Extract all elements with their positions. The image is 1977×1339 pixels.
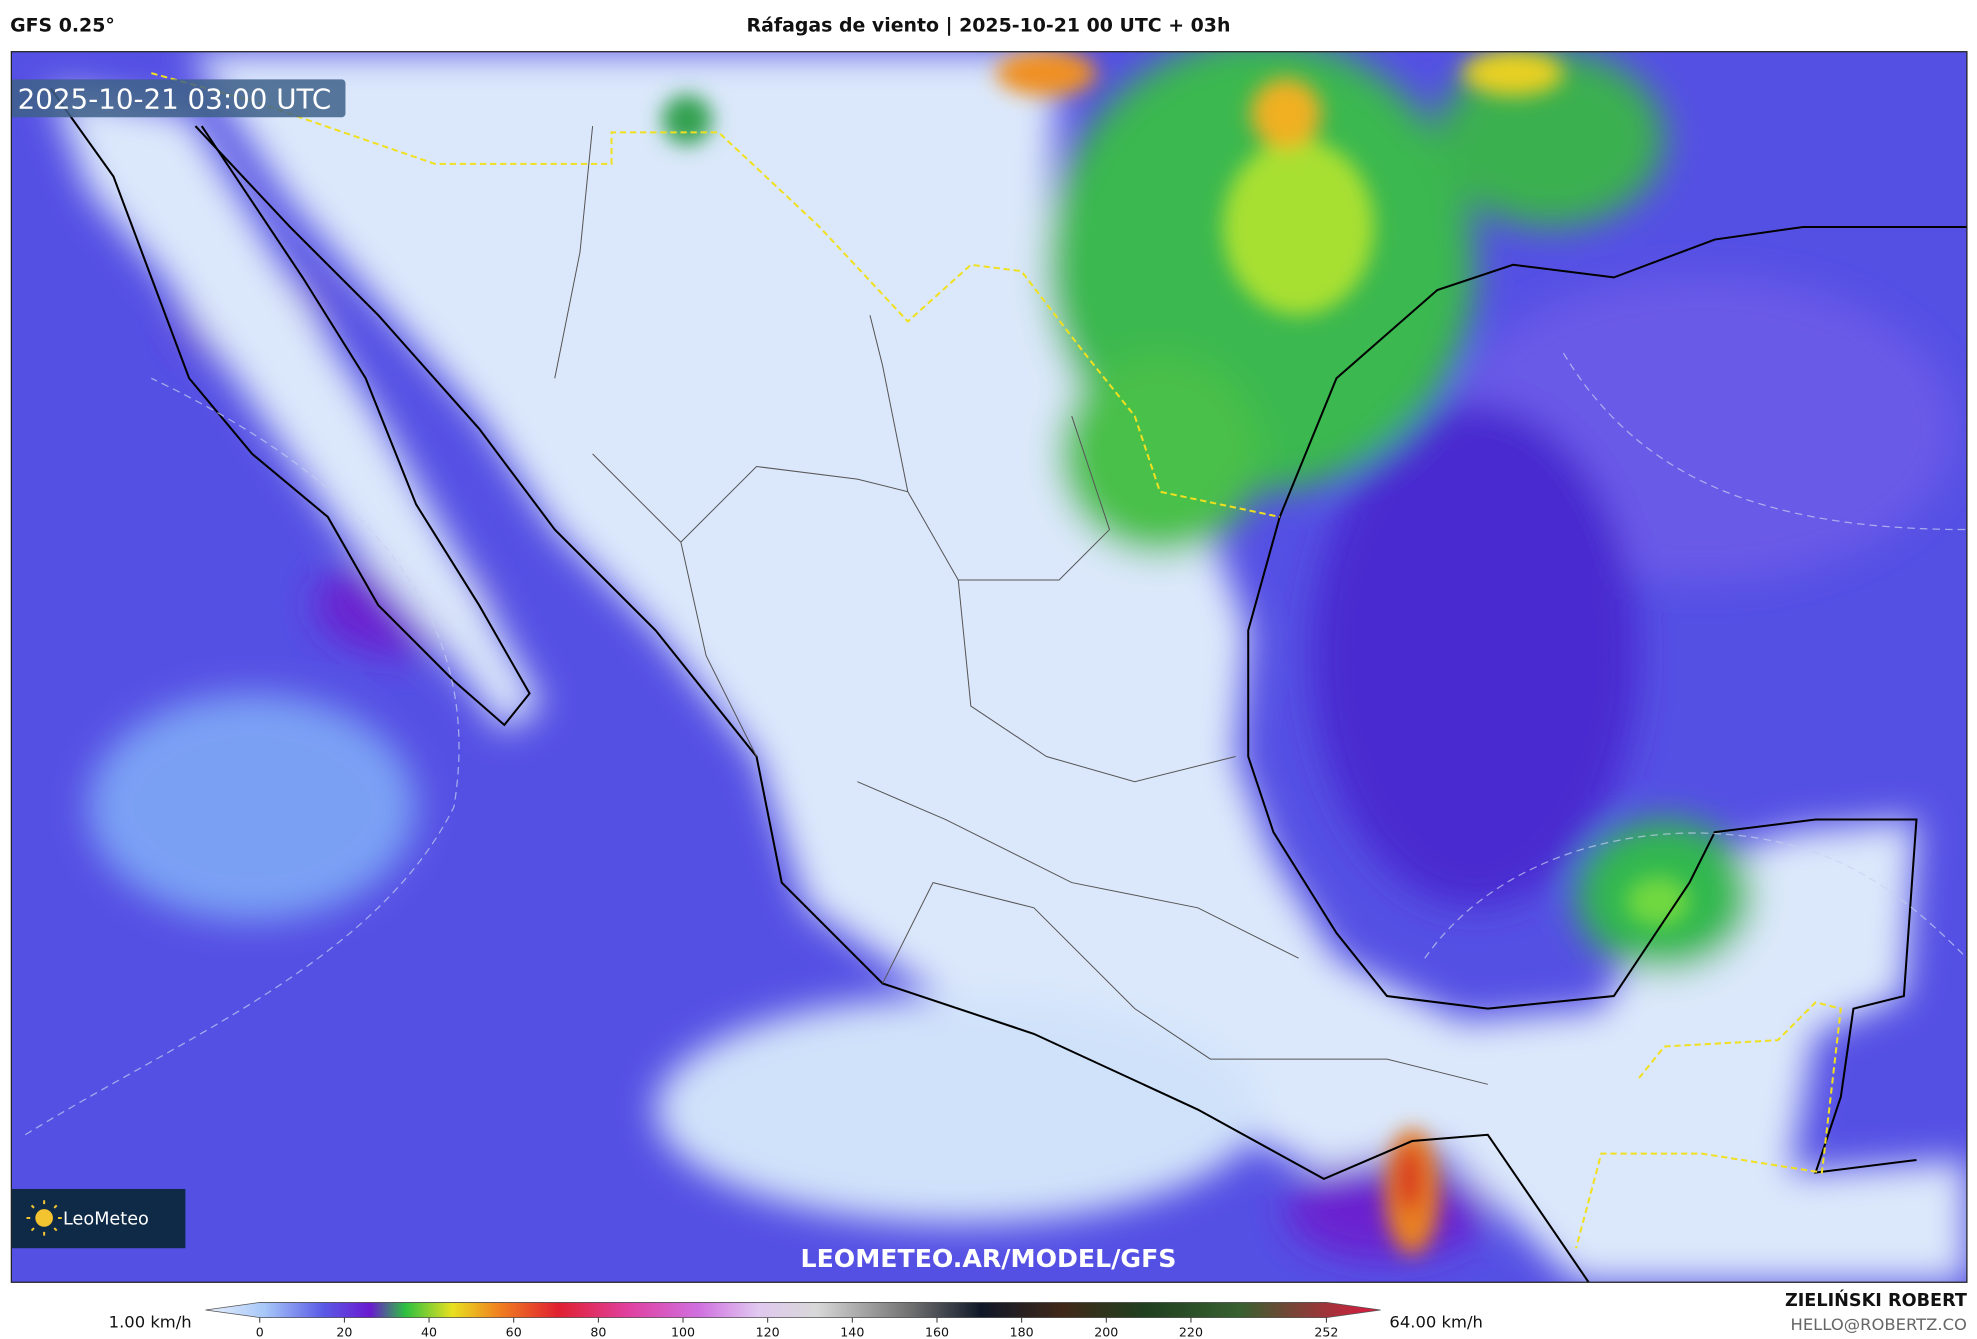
colorbar-tick-label: 20 (336, 1324, 352, 1339)
gust-area (1626, 876, 1690, 927)
colorbar-tick-label: 220 (1179, 1324, 1203, 1339)
gust-field (50, 51, 1967, 1283)
colorbar-tick-label: 140 (840, 1324, 864, 1339)
gust-area (1397, 1146, 1423, 1212)
colorbar-tick-label: 180 (1010, 1324, 1034, 1339)
source-url: LEOMETEO.AR/MODEL/GFS (801, 1244, 1177, 1273)
colorbar-tick-label: 60 (506, 1324, 522, 1339)
coastline (49, 87, 531, 727)
colorbar-max-label: 64.00 km/h (1389, 1313, 1482, 1332)
timestamp: 2025-10-21 03:00 UTC (18, 82, 332, 115)
land-field (50, 88, 543, 732)
state-border (554, 126, 1488, 1085)
logo-text: LeoMeteo (63, 1209, 149, 1229)
border (1575, 1001, 1842, 1249)
state-borders (554, 126, 1488, 1085)
gust-area (1223, 138, 1375, 316)
colorbar-tick-label: 100 (671, 1324, 695, 1339)
colorbar: 1.00 km/h 64.00 km/h 0 20 40 60 80 100 120 140 1… (109, 1302, 1483, 1339)
coastline (1278, 225, 1967, 518)
gust-area (1437, 51, 1665, 227)
logo-ray (26, 1200, 62, 1236)
logo-sun (35, 1209, 53, 1227)
colorbar-tick-label: 200 (1094, 1324, 1118, 1339)
border (151, 72, 1280, 518)
colorbar-tick-label: 160 (925, 1324, 949, 1339)
gust-peaks (661, 51, 1690, 1255)
gust-area (1311, 403, 1640, 908)
map-title: Ráfagas de viento | 2025-10-21 00 UTC + … (747, 15, 1231, 37)
model-label: GFS 0.25° (10, 15, 115, 37)
land-field (189, 51, 1967, 1283)
colorbar-ramp (205, 1302, 1381, 1318)
gust-area (88, 693, 417, 921)
coastlines (49, 87, 1967, 1283)
credit-email: HELLO@ROBERTZ.CO (1791, 1315, 1967, 1334)
colorbar-tick-label: 80 (590, 1324, 606, 1339)
colorbar-tick-label: 40 (421, 1324, 437, 1339)
borders (151, 72, 1842, 1249)
logo-rays (26, 1200, 62, 1236)
isobar (24, 377, 460, 1136)
coastline (194, 125, 1590, 1283)
colorbar-min-label: 1.00 km/h (109, 1313, 192, 1332)
gust-area (996, 51, 1097, 96)
gust-area (1250, 78, 1322, 149)
gust-area (661, 94, 713, 145)
colorbar-tick-label: 120 (756, 1324, 780, 1339)
isobar (1424, 832, 1967, 959)
coastline (1247, 516, 1918, 1174)
gust-area (655, 996, 1261, 1224)
isobars (24, 352, 1967, 1136)
colorbar-tick-label: 0 (256, 1324, 264, 1339)
isobar (1562, 352, 1967, 531)
timestamp-box (11, 79, 346, 118)
map-area: 2025-10-21 03:00 UTC LeoMeteo LEOMETEO.A… (11, 51, 1967, 1283)
map-frame (10, 51, 1968, 1283)
colorbar-tick-label: 252 (1314, 1324, 1338, 1339)
gust-area (1059, 353, 1261, 555)
credit-name: ZIELIŃSKI ROBERT (1785, 1289, 1967, 1311)
gust-area (1462, 51, 1564, 96)
